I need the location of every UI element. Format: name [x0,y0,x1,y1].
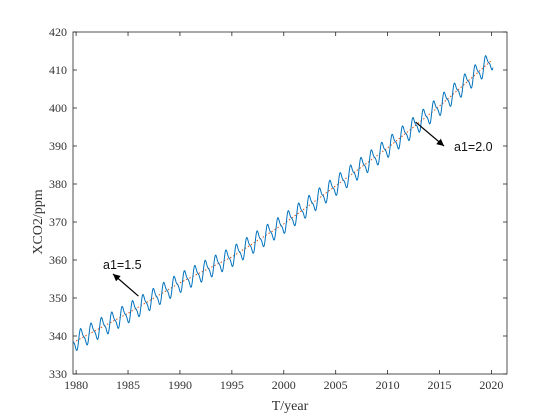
y-tick-label: 370 [49,215,67,229]
series-trend-line [72,60,492,344]
y-tick-label: 330 [49,367,67,381]
x-tick-label: 2005 [324,378,348,392]
x-axis-label: T/year [272,399,309,414]
x-tick-label: 1980 [64,378,88,392]
y-tick-label: 340 [49,329,67,343]
y-tick-label: 390 [49,139,67,153]
x-tick-label: 2010 [376,378,400,392]
annotation-label: a1=2.0 [454,140,493,154]
x-tick-label: 2000 [272,378,296,392]
x-tick-label: 1995 [220,378,244,392]
x-tick-label: 1985 [116,378,140,392]
y-tick-label: 410 [49,63,67,77]
y-tick-label: 400 [49,101,67,115]
plot-area: 1980 1985 1990 1995 2000 2005 2010 2015 2020 330 3… [49,25,508,392]
y-tick-label: 360 [49,253,67,267]
x-tick-label: 2015 [428,378,452,392]
y-axis-label: XCO2/ppm [31,189,46,254]
x-tick-label: 1990 [168,378,192,392]
y-tick-label: 420 [49,25,67,39]
axes-box [72,31,508,375]
annotation-arrow [112,273,139,297]
x-tick-label: 2020 [479,378,503,392]
y-tick-label: 380 [49,177,67,191]
annotation-label: a1=1.5 [103,258,142,272]
annotation-arrow [415,121,445,147]
y-tick-label: 350 [49,291,67,305]
series-seasonal-line [72,55,494,352]
